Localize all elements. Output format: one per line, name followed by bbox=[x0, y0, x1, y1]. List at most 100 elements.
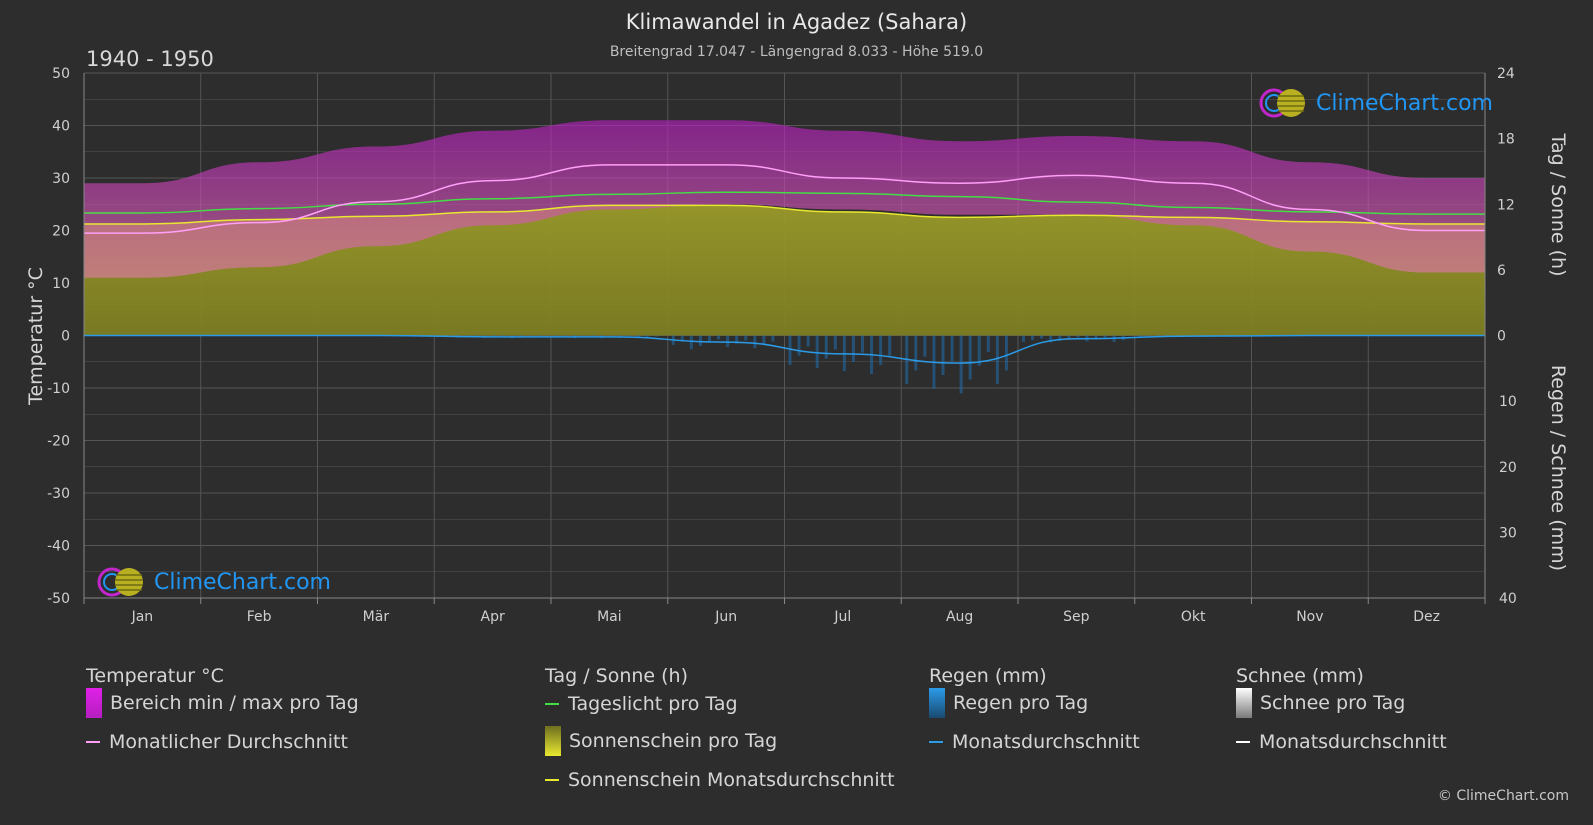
logo-globe-icon bbox=[97, 567, 143, 597]
legend-label: Monatsdurchschnitt bbox=[1259, 731, 1447, 753]
rain-bar bbox=[1067, 335, 1071, 340]
legend-item-snow-day: Schnee pro Tag bbox=[1236, 688, 1405, 718]
month-label: Apr bbox=[481, 609, 505, 625]
rain-bar bbox=[474, 335, 478, 337]
logo-top[interactable]: ClimeChart.com bbox=[1258, 86, 1493, 120]
legend-label: Monatlicher Durchschnitt bbox=[109, 731, 348, 753]
climate-chart: 50 40 30 20 10 0 -10 -20 -30 -40 -50 24 18 12 6 0 10 20 30… bbox=[25, 66, 1569, 625]
month-label: Dez bbox=[1413, 609, 1440, 625]
rain-bar bbox=[708, 335, 711, 343]
rain-bar bbox=[968, 335, 972, 380]
right-tick-label-hours: 18 bbox=[1497, 132, 1515, 148]
month-label: Feb bbox=[247, 609, 272, 625]
rain-bar bbox=[1022, 335, 1025, 342]
logo-globe-icon bbox=[1259, 88, 1305, 118]
rain-bar bbox=[995, 335, 999, 385]
temp-range-swatch-icon bbox=[86, 688, 102, 718]
logo-text: ClimeChart.com bbox=[1316, 90, 1493, 116]
legend-item-rain-day: Regen pro Tag bbox=[929, 688, 1088, 718]
rain-avg-line bbox=[84, 334, 1485, 364]
rain-bar bbox=[726, 335, 730, 348]
left-tick-label: 20 bbox=[52, 224, 70, 240]
axes: 50 40 30 20 10 0 -10 -20 -30 -40 -50 24 18 12 6 0 10 20 30… bbox=[47, 66, 1517, 625]
legend-heading-temperature: Temperatur °C bbox=[86, 665, 224, 687]
month-label: Jul bbox=[833, 609, 851, 625]
left-tick-label: 0 bbox=[61, 329, 70, 345]
rain-bar bbox=[771, 335, 775, 342]
legend-label: Regen pro Tag bbox=[953, 692, 1089, 714]
left-tick-label: 50 bbox=[52, 66, 70, 82]
right-tick-label-hours: 0 bbox=[1497, 329, 1506, 345]
temp-avg-line-icon bbox=[86, 741, 100, 743]
rain-bar bbox=[923, 335, 927, 357]
rain-bar bbox=[1049, 335, 1053, 343]
rain-bar bbox=[636, 335, 640, 338]
right-tick-label-hours: 6 bbox=[1497, 263, 1506, 279]
rain-bar bbox=[815, 335, 819, 368]
left-tick-label: 10 bbox=[52, 276, 70, 292]
month-label: Jun bbox=[714, 609, 737, 625]
sunshine-swatch-icon bbox=[545, 726, 561, 756]
rain-bar bbox=[735, 335, 739, 344]
rain-bar bbox=[914, 335, 918, 371]
left-tick-label: 30 bbox=[52, 171, 70, 187]
temperature-avg-line bbox=[84, 164, 1485, 234]
rain-bar bbox=[833, 335, 837, 350]
rain-bar bbox=[879, 335, 883, 365]
right-axis-title-top: Tag / Sonne (h) bbox=[1547, 132, 1569, 276]
month-label: Jan bbox=[131, 609, 154, 625]
legend-heading-rain: Regen (mm) bbox=[929, 665, 1047, 687]
rain-bar bbox=[645, 335, 649, 338]
rain-bar bbox=[1076, 335, 1080, 338]
chart-subtitle: Breitengrad 17.047 - Längengrad 8.033 - … bbox=[609, 44, 984, 60]
rain-swatch-icon bbox=[929, 688, 945, 718]
rain-bar bbox=[698, 335, 702, 346]
left-tick-label: -50 bbox=[47, 591, 70, 607]
right-tick-label-mm: 10 bbox=[1499, 394, 1517, 410]
rain-bar bbox=[851, 335, 855, 362]
rain-bar bbox=[762, 335, 766, 345]
legend-item-rain-avg: Monatsdurchschnitt bbox=[929, 731, 1140, 753]
right-tick-label-mm: 30 bbox=[1499, 525, 1517, 541]
rain-bar bbox=[753, 335, 757, 349]
right-tick-label-hours: 24 bbox=[1497, 66, 1515, 82]
rain-bar bbox=[1094, 335, 1098, 340]
daylight-line-icon bbox=[545, 703, 559, 705]
sunshine-fill bbox=[84, 205, 1485, 336]
legend-label: Bereich min / max pro Tag bbox=[110, 692, 359, 714]
rain-bar bbox=[717, 335, 721, 340]
left-axis-title: Temperatur °C bbox=[25, 267, 47, 406]
legend-label: Sonnenschein Monatsdurchschnitt bbox=[568, 769, 895, 791]
rain-bar bbox=[744, 335, 748, 341]
legend-label: Sonnenschein pro Tag bbox=[569, 730, 778, 752]
rain-avg-line-icon bbox=[929, 741, 943, 743]
rain-bar bbox=[950, 335, 954, 362]
rain-bar bbox=[824, 335, 828, 359]
left-tick-label: -40 bbox=[47, 539, 70, 555]
month-label: Okt bbox=[1181, 609, 1206, 625]
snow-swatch-icon bbox=[1236, 688, 1252, 718]
rain-bar bbox=[977, 335, 981, 366]
month-label: Aug bbox=[946, 609, 973, 625]
month-label: Mai bbox=[597, 609, 622, 625]
chart-title: Klimawandel in Agadez (Sahara) bbox=[625, 10, 968, 34]
legend-item-daylight: Tageslicht pro Tag bbox=[545, 693, 738, 715]
sunshine-avg-line-icon bbox=[545, 779, 559, 781]
rain-bar bbox=[1004, 335, 1008, 371]
rain-bar bbox=[1138, 335, 1142, 337]
rain-bar bbox=[788, 335, 792, 365]
rain-bar bbox=[797, 335, 801, 356]
rain-bar bbox=[1156, 335, 1160, 337]
month-label: Sep bbox=[1063, 609, 1090, 625]
rain-bar bbox=[986, 335, 990, 353]
right-axis-title-bottom: Regen / Schnee (mm) bbox=[1547, 365, 1569, 571]
legend-label: Schnee pro Tag bbox=[1260, 692, 1406, 714]
temperature-range-band bbox=[84, 120, 1485, 278]
rain-bar bbox=[1058, 335, 1062, 341]
rain-bar bbox=[689, 335, 693, 350]
rain-bar bbox=[1040, 335, 1044, 339]
legend-heading-snow: Schnee (mm) bbox=[1236, 665, 1364, 687]
legend-item-sunshine-avg: Sonnenschein Monatsdurchschnitt bbox=[545, 769, 895, 791]
rain-bar bbox=[537, 335, 541, 337]
logo-bottom[interactable]: ClimeChart.com bbox=[96, 565, 331, 599]
